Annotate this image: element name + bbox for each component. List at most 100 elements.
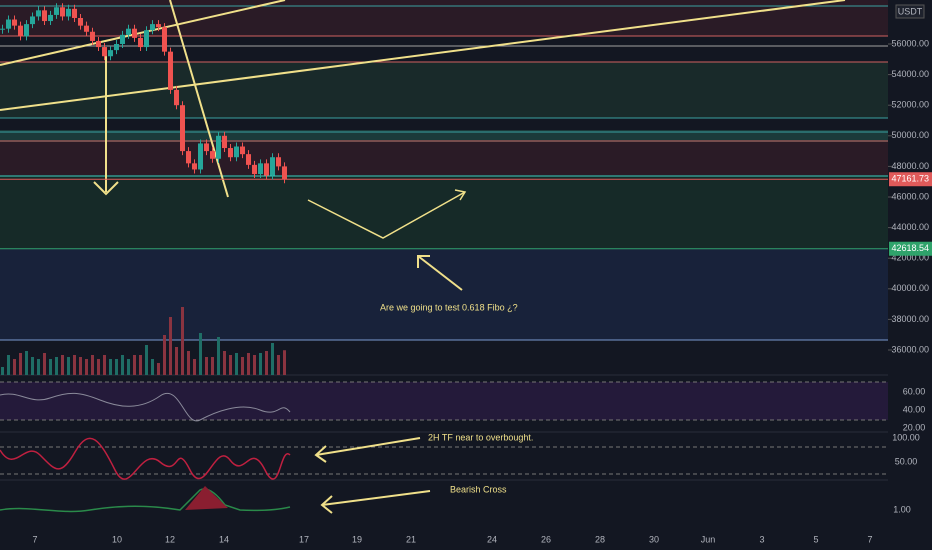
volume	[127, 359, 130, 375]
volume	[193, 359, 196, 375]
volume	[103, 355, 106, 375]
candle	[60, 7, 65, 17]
date-label: 30	[649, 534, 659, 544]
volume	[61, 355, 64, 375]
date-label: 7	[32, 534, 37, 544]
candle	[6, 19, 11, 29]
volume	[253, 355, 256, 375]
arrow	[417, 255, 430, 268]
candle	[276, 157, 281, 167]
candle	[144, 30, 149, 48]
volume	[187, 351, 190, 375]
macd-cloud	[185, 486, 228, 510]
volume	[259, 353, 262, 375]
price-label: 46000.00	[891, 191, 929, 201]
volume	[43, 353, 46, 375]
candle	[246, 154, 251, 165]
candle	[174, 89, 179, 106]
volume	[31, 357, 34, 375]
date-label: 17	[299, 534, 309, 544]
candle	[66, 8, 71, 17]
volume	[91, 355, 94, 375]
price-label: 48000.00	[891, 161, 929, 171]
price-label: 54000.00	[891, 69, 929, 79]
price-axis	[888, 0, 932, 530]
price-tag-label: 42618.54	[891, 243, 929, 253]
volume	[175, 347, 178, 375]
price-label: 36000.00	[891, 344, 929, 354]
volume	[169, 317, 172, 375]
candle	[114, 44, 119, 51]
annotation: Bearish Cross	[450, 484, 507, 494]
rsi-band	[0, 382, 888, 420]
volume	[163, 335, 166, 375]
volume	[181, 307, 184, 375]
arrow	[315, 437, 421, 456]
volume	[67, 357, 70, 375]
volume	[85, 359, 88, 375]
price-label: 50000.00	[891, 130, 929, 140]
candle	[54, 7, 59, 15]
volume	[13, 359, 16, 375]
volume	[19, 353, 22, 375]
arrow	[93, 181, 119, 196]
volume	[157, 363, 160, 375]
date-label: 3	[759, 534, 764, 544]
candle	[156, 24, 161, 28]
volume	[37, 359, 40, 375]
candle	[168, 51, 173, 90]
arrow	[417, 255, 463, 291]
date-label: 19	[352, 534, 362, 544]
candle	[12, 19, 17, 26]
volume	[235, 353, 238, 375]
arrow	[321, 490, 431, 506]
candle	[78, 17, 83, 26]
candle	[96, 40, 101, 48]
candle	[264, 163, 269, 176]
zone	[0, 62, 888, 118]
date-label: 12	[165, 534, 175, 544]
candle	[258, 163, 263, 175]
candle	[228, 148, 233, 158]
candle	[108, 50, 113, 57]
volume	[25, 351, 28, 375]
volume	[265, 351, 268, 375]
price-label: 38000.00	[891, 314, 929, 324]
candle	[42, 10, 47, 22]
trendline	[0, 0, 286, 66]
candle	[0, 28, 5, 30]
rsi-label: 40.00	[903, 404, 926, 414]
candle	[18, 25, 23, 37]
volume	[109, 359, 112, 375]
volume	[217, 337, 220, 375]
volume	[283, 350, 286, 375]
candle	[126, 28, 131, 35]
candle	[36, 10, 41, 17]
trendline	[0, 0, 846, 111]
candle	[204, 143, 209, 152]
date-label: 24	[487, 534, 497, 544]
volume	[1, 367, 4, 375]
zone	[0, 248, 888, 340]
date-label: 21	[406, 534, 416, 544]
candle	[234, 146, 239, 158]
stoch-line	[0, 437, 291, 480]
volume	[223, 351, 226, 375]
macd-line	[0, 488, 291, 513]
volume	[145, 345, 148, 375]
macd-label: 1.00	[893, 504, 911, 514]
volume	[139, 355, 142, 375]
volume	[277, 355, 280, 375]
volume	[49, 359, 52, 375]
candle	[90, 31, 95, 41]
currency-badge	[895, 4, 925, 19]
date-label: 7	[867, 534, 872, 544]
volume	[79, 357, 82, 375]
zone	[0, 176, 888, 248]
candle	[162, 27, 167, 52]
date-label: Jun	[701, 534, 716, 544]
candle	[24, 24, 29, 37]
candle	[192, 163, 197, 170]
projection	[454, 189, 467, 201]
date-label: 10	[112, 534, 122, 544]
